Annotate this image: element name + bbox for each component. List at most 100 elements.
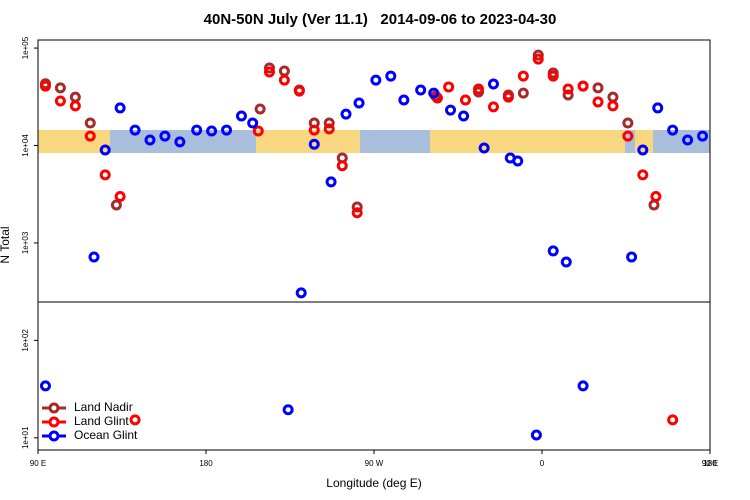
point xyxy=(502,91,514,103)
point xyxy=(325,176,337,188)
point xyxy=(263,62,275,74)
point xyxy=(648,199,660,211)
x-tick-label: 90 W xyxy=(365,459,384,468)
point xyxy=(69,100,81,112)
point xyxy=(254,103,266,115)
point xyxy=(247,117,259,129)
point xyxy=(428,87,440,99)
point xyxy=(340,108,352,120)
point xyxy=(282,404,294,416)
x-tick-label: 90 E xyxy=(30,459,46,468)
point xyxy=(308,138,320,150)
x-tick-label: 180 xyxy=(199,459,213,468)
point xyxy=(39,380,51,392)
land-band xyxy=(38,130,110,153)
point xyxy=(443,81,455,93)
land-band xyxy=(256,130,360,153)
legend-label: Land Glint xyxy=(74,414,129,428)
point xyxy=(562,89,574,101)
point xyxy=(351,207,363,219)
point xyxy=(323,117,335,129)
point xyxy=(235,110,247,122)
point xyxy=(252,125,264,137)
point xyxy=(697,130,709,142)
point xyxy=(206,125,218,137)
point xyxy=(445,104,457,116)
point xyxy=(398,94,410,106)
point xyxy=(278,74,290,86)
point xyxy=(114,102,126,114)
point xyxy=(129,124,141,136)
point xyxy=(370,74,382,86)
point xyxy=(478,142,490,154)
y-tick-label: 1e+03 xyxy=(21,231,30,254)
point xyxy=(650,190,662,202)
point xyxy=(323,123,335,135)
point xyxy=(487,78,499,90)
point xyxy=(530,429,542,441)
point xyxy=(682,134,694,146)
y-tick-label: 1e+02 xyxy=(21,329,30,352)
point xyxy=(622,130,634,142)
point xyxy=(667,414,679,426)
point xyxy=(84,130,96,142)
point xyxy=(174,136,186,148)
point xyxy=(577,380,589,392)
point xyxy=(99,169,111,181)
point xyxy=(560,256,572,268)
point xyxy=(532,49,544,61)
point xyxy=(308,124,320,136)
point xyxy=(54,95,66,107)
point xyxy=(577,80,589,92)
point xyxy=(532,53,544,65)
point xyxy=(592,82,604,94)
point xyxy=(592,96,604,108)
point xyxy=(221,124,233,136)
point xyxy=(84,117,96,129)
plot-frame xyxy=(37,39,711,451)
legend-marker xyxy=(48,402,60,414)
x-tick-label: 0 xyxy=(540,459,545,468)
point xyxy=(626,251,638,263)
point xyxy=(607,100,619,112)
point xyxy=(415,84,427,96)
point xyxy=(54,82,66,94)
point xyxy=(69,91,81,103)
point xyxy=(547,245,559,257)
point xyxy=(385,70,397,82)
x-axis-label: Longitude (deg E) xyxy=(326,476,421,490)
point xyxy=(191,124,203,136)
point xyxy=(293,85,305,97)
point xyxy=(278,65,290,77)
point xyxy=(517,70,529,82)
point xyxy=(547,70,559,82)
point xyxy=(637,144,649,156)
x-tick-label: 180 xyxy=(703,459,717,468)
y-tick-label: 1e+01 xyxy=(21,426,30,449)
point xyxy=(144,134,156,146)
legend-label: Ocean Glint xyxy=(74,428,138,442)
point xyxy=(351,201,363,213)
point xyxy=(652,102,664,114)
point xyxy=(517,87,529,99)
x-tick-label: 90 E xyxy=(702,459,718,468)
land-band xyxy=(430,130,625,153)
point xyxy=(88,251,100,263)
point xyxy=(295,287,307,299)
point xyxy=(336,160,348,172)
point xyxy=(667,124,679,136)
y-tick-label: 1e+04 xyxy=(21,134,30,157)
point xyxy=(607,91,619,103)
point xyxy=(637,169,649,181)
point xyxy=(562,83,574,95)
point xyxy=(110,199,122,211)
chart-title: 40N-50N July (Ver 11.1) 2014-09-06 to 20… xyxy=(204,11,557,28)
legend-marker xyxy=(48,430,60,442)
y-axis-label: N Total xyxy=(0,226,12,263)
point xyxy=(458,110,470,122)
legend-label: Land Nadir xyxy=(74,400,133,414)
point xyxy=(512,155,524,167)
point xyxy=(263,66,275,78)
